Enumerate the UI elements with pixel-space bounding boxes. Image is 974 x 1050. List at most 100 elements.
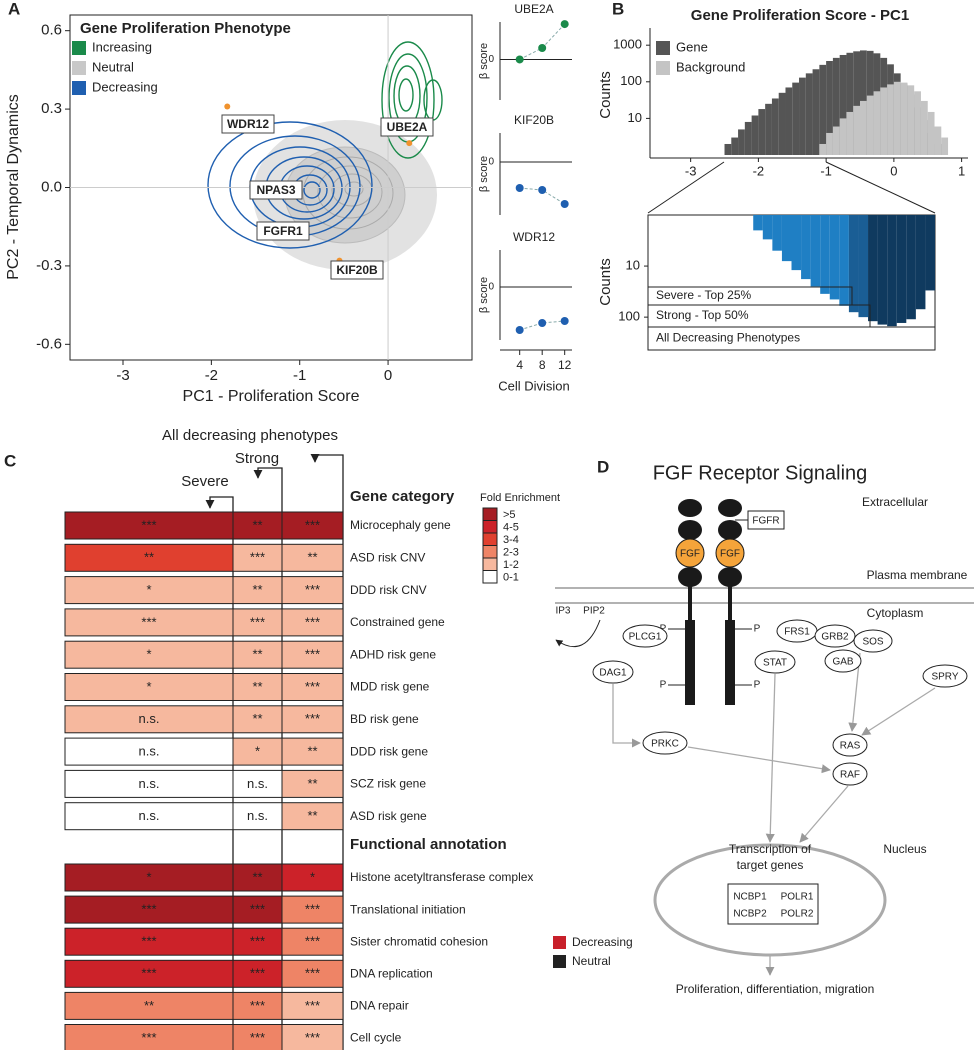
histogram-bar	[826, 60, 833, 155]
ip3-arrow	[555, 619, 601, 648]
beta-point	[538, 44, 547, 52]
protein-node	[592, 660, 634, 684]
histogram-bar	[887, 84, 894, 155]
x-tick-label: -3	[116, 367, 129, 384]
histogram-bar	[805, 73, 813, 155]
heat-cell	[232, 895, 283, 924]
ligand-label: FGF	[720, 549, 740, 560]
gene-point	[224, 103, 231, 110]
gene-label-box	[330, 260, 384, 280]
legend-label: 0-1	[503, 571, 519, 583]
heat-cell	[64, 608, 234, 637]
histogram-bar	[771, 98, 779, 155]
protein-node	[754, 650, 796, 674]
gene-label-box	[221, 114, 275, 134]
inset-bar	[801, 215, 811, 280]
row-label: ASD risk gene	[350, 809, 427, 823]
inset-bar	[781, 215, 792, 262]
legend-swatch	[482, 532, 498, 546]
beta-point	[538, 319, 547, 327]
histogram-bar	[819, 64, 827, 155]
panel-title: KIF20B	[514, 113, 554, 127]
compartment: Nucleus	[883, 842, 926, 856]
histogram-bar	[914, 91, 921, 155]
protein-node	[642, 731, 688, 755]
heat-cell	[232, 640, 283, 669]
heat-cell	[232, 769, 283, 798]
heat-cell	[64, 991, 234, 1020]
diagram-title: FGF Receptor Signaling	[653, 462, 868, 484]
ligand-label: FGF	[680, 549, 700, 560]
histogram-bar	[792, 82, 800, 155]
target-gene: POLR2	[781, 909, 814, 920]
inset-bar	[772, 215, 782, 251]
y-axis-label: Counts	[597, 258, 614, 306]
protein-label: PRKC	[651, 739, 679, 750]
inset-bar	[762, 215, 773, 240]
heat-cell	[64, 511, 234, 540]
protein-node	[832, 733, 868, 757]
beta-point	[515, 55, 524, 64]
y-tick-label: 100	[618, 309, 640, 324]
histogram-bar	[758, 109, 766, 155]
histogram-bar	[846, 52, 854, 155]
y-tick-label: 1000	[613, 37, 642, 52]
gene-label: KIF20B	[336, 263, 378, 277]
significance: *	[146, 582, 151, 597]
heat-cell	[281, 673, 344, 701]
significance: **	[252, 711, 262, 726]
heat-cell	[64, 895, 234, 924]
significance: n.s.	[139, 808, 160, 823]
heat-cell	[64, 640, 234, 669]
significance: n.s.	[139, 744, 160, 759]
significance: **	[144, 550, 154, 565]
significance: *	[146, 647, 151, 662]
legend-swatch	[72, 81, 86, 95]
significance: ***	[305, 902, 320, 917]
legend-swatch	[553, 955, 566, 968]
significance: ***	[305, 934, 320, 949]
inset-bar	[858, 215, 869, 318]
y-tick-label: -0.6	[36, 335, 62, 352]
legend-swatch	[482, 520, 498, 534]
heat-cell	[64, 737, 234, 766]
legend-label: Gene	[676, 39, 708, 54]
histogram-bar	[832, 126, 840, 155]
y-tick-label: 100	[620, 73, 642, 88]
legend-label: Neutral	[92, 59, 134, 74]
heat-cell	[281, 863, 344, 892]
significance: **	[252, 647, 262, 662]
beta-point	[515, 184, 524, 192]
significance: *	[146, 869, 151, 884]
legend-label: 1-2	[503, 559, 519, 571]
legend-label: >5	[503, 509, 516, 521]
legend-swatch	[72, 61, 86, 75]
panel-label: A	[8, 0, 20, 18]
protein-label: GAB	[832, 657, 853, 668]
heat-cell	[281, 927, 344, 956]
heat-cell	[281, 608, 344, 637]
legend-title: Fold Enrichment	[480, 492, 560, 504]
legend-swatch	[482, 570, 498, 584]
x-axis-label: PC1 - Proliferation Score	[183, 388, 360, 405]
row-label: Translational initiation	[350, 902, 466, 916]
heat-cell	[281, 737, 344, 766]
target-gene: NCBP2	[733, 909, 767, 920]
heat-cell	[281, 895, 344, 924]
significance: ***	[250, 550, 265, 565]
heat-cell	[64, 543, 234, 572]
messenger: IP3	[555, 606, 570, 617]
zoom-line	[647, 161, 725, 214]
y-axis-label: Counts	[597, 71, 614, 119]
panel-title: UBE2A	[514, 2, 553, 16]
significance: *	[255, 744, 260, 759]
histogram-bar	[880, 87, 888, 155]
significance: ***	[305, 998, 320, 1013]
row-label: SCZ risk gene	[350, 777, 426, 791]
gene-label-box	[249, 180, 303, 200]
row-label: MDD risk gene	[350, 680, 430, 694]
legend-swatch	[656, 61, 670, 75]
x-tick-label: 1	[958, 163, 965, 178]
legend-label: Background	[676, 59, 745, 74]
nucleus-text: target genes	[737, 858, 804, 872]
